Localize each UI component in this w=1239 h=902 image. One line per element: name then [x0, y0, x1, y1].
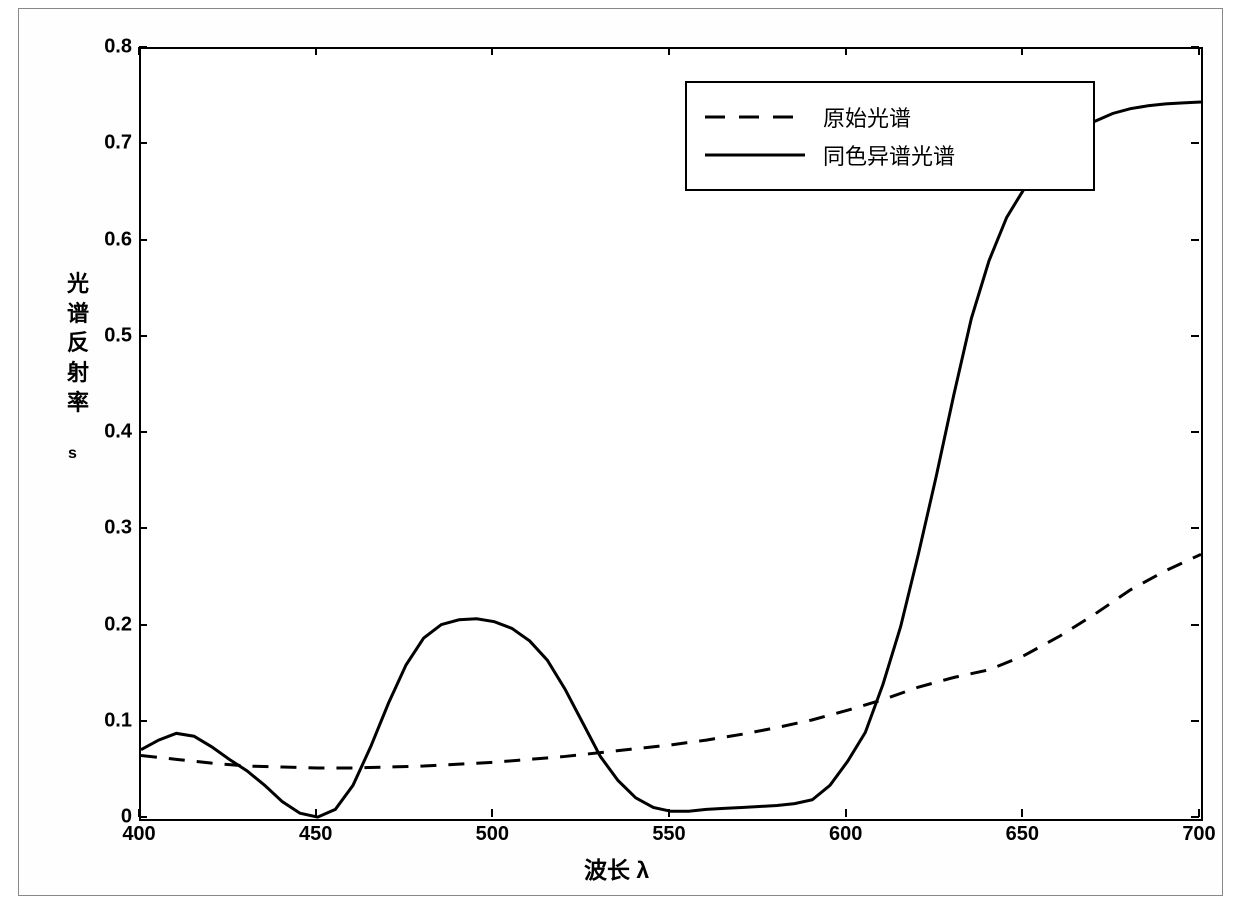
- x-tick-label: 500: [476, 823, 509, 846]
- x-tick-label: 400: [122, 823, 155, 846]
- legend: 原始光谱同色异谱光谱: [685, 81, 1095, 191]
- y-tick-label: 0.3: [104, 517, 132, 540]
- x-tick-label: 650: [1006, 823, 1039, 846]
- chart-container: 光谱反射率 s 波长 λ 00.10.20.30.40.50.60.70.8 4…: [18, 8, 1223, 896]
- y-tick-label: 0.8: [104, 36, 132, 59]
- y-axis-label-char1: 光谱反射率: [67, 269, 89, 417]
- legend-label: 原始光谱: [823, 101, 911, 133]
- legend-row: 同色异谱光谱: [705, 139, 1075, 171]
- legend-sample: [705, 107, 805, 127]
- chart-series-line: [141, 102, 1201, 817]
- x-tick-label: 600: [829, 823, 862, 846]
- x-tick-label: 550: [652, 823, 685, 846]
- y-tick-label: 0.7: [104, 132, 132, 155]
- x-axis-label: 波长 λ: [584, 851, 649, 885]
- legend-row: 原始光谱: [705, 101, 1075, 133]
- y-tick-label: 0.2: [104, 613, 132, 636]
- y-tick-label: 0.6: [104, 228, 132, 251]
- y-tick-label: 0.5: [104, 324, 132, 347]
- x-tick-label: 700: [1182, 823, 1215, 846]
- y-tick-label: 0.4: [104, 421, 132, 444]
- legend-sample: [705, 145, 805, 165]
- y-axis-label-sub: s: [68, 445, 77, 463]
- legend-label: 同色异谱光谱: [823, 139, 955, 171]
- y-tick-label: 0.1: [104, 709, 132, 732]
- y-axis-label: 光谱反射率: [67, 269, 89, 417]
- chart-series-line: [141, 554, 1201, 768]
- x-tick-label: 450: [299, 823, 332, 846]
